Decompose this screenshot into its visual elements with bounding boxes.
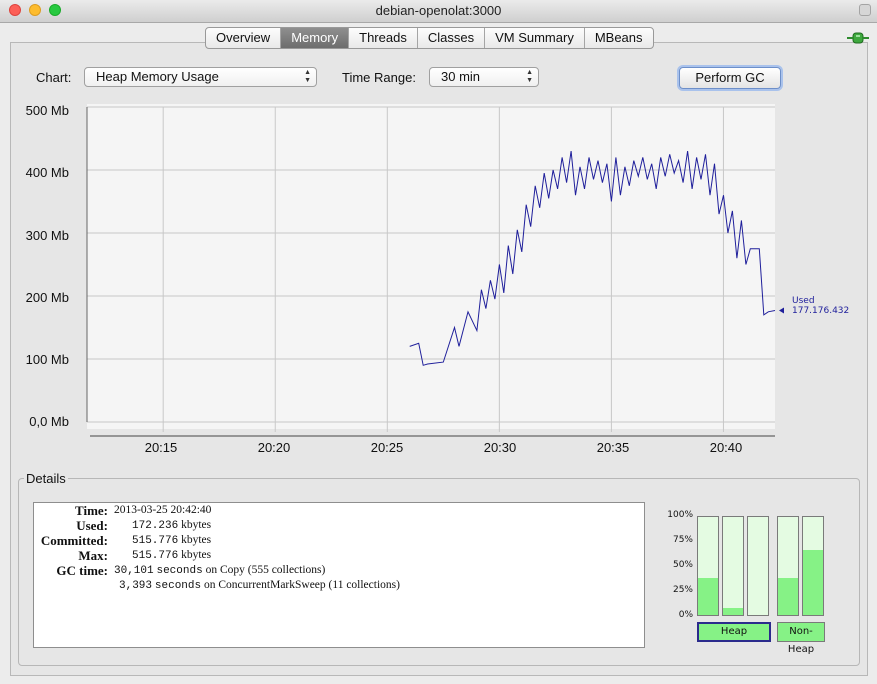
max-value: 515.776 kbytes	[132, 548, 211, 564]
y-tick-label: 300 Mb	[25, 228, 69, 243]
used-value: 172.236 kbytes	[132, 518, 211, 534]
tab-mbeans[interactable]: MBeans	[594, 30, 643, 45]
time-value: 2013-03-25 20:42:40	[114, 504, 212, 516]
tab-threads[interactable]: Threads	[349, 28, 418, 48]
pool-usage-fill	[778, 577, 798, 615]
percent-tick: 25%	[672, 585, 693, 595]
title-bar: debian-openolat:3000	[0, 0, 877, 23]
committed-unit: kbytes	[181, 534, 212, 546]
committed-label: Committed:	[40, 533, 108, 548]
nonheap-pool-bar[interactable]	[777, 516, 799, 616]
x-tick-label: 20:35	[596, 440, 630, 455]
details-group	[18, 478, 860, 666]
zoom-button[interactable]	[49, 4, 61, 16]
series-line-used	[409, 151, 776, 366]
y-tick-label: 100 Mb	[25, 352, 69, 367]
tab-classes[interactable]: Classes	[418, 28, 486, 48]
y-tick-label: 500 Mb	[25, 103, 69, 118]
heap-pool-bar[interactable]	[722, 516, 744, 616]
memory-chart	[86, 106, 784, 437]
perform-gc-button[interactable]: Perform GC	[679, 67, 781, 89]
y-tick-label: 0,0 Mb	[29, 414, 69, 429]
series-current-value: 177.176.432	[792, 306, 850, 316]
select-arrows-icon: ▲ ▼	[526, 69, 533, 84]
select-arrows-icon: ▲ ▼	[304, 69, 311, 84]
y-tick-label: 200 Mb	[25, 290, 69, 305]
tab-vm-summary[interactable]: VM Summary	[485, 28, 585, 48]
pool-usage-fill	[698, 577, 718, 615]
time-label: Time:	[75, 503, 108, 518]
x-tick-label: 20:25	[370, 440, 404, 455]
current-value-marker	[779, 307, 784, 314]
details-text-area[interactable]: Time: 2013-03-25 20:42:40 Used: 172.236 …	[33, 502, 645, 648]
tab-bar: Overview Memory Threads Classes VM Summa…	[205, 27, 654, 49]
percent-tick: 100%	[667, 510, 693, 520]
gc-cms-value: 3,393 seconds on ConcurrentMarkSweep (11…	[119, 579, 400, 592]
y-tick-label: 400 Mb	[25, 165, 69, 180]
nonheap-button[interactable]: Non-Heap	[777, 622, 825, 655]
memory-pools-panel: 100% 75% 50% 25% 0% Heap Non-Heap	[655, 508, 835, 655]
percent-tick: 50%	[672, 560, 693, 570]
heap-pool-bar[interactable]	[747, 516, 769, 616]
minimize-button[interactable]	[29, 4, 41, 16]
heap-button[interactable]: Heap	[697, 622, 771, 642]
window-title: debian-openolat:3000	[375, 3, 502, 18]
heap-pool-bar[interactable]	[697, 516, 719, 616]
pool-usage-fill	[723, 608, 743, 615]
time-range-label: Time Range:	[342, 70, 416, 85]
current-value-label: Used 177.176.432	[792, 296, 849, 316]
time-range-select[interactable]: 30 min ▲ ▼	[429, 67, 539, 87]
chart-select-value: Heap Memory Usage	[96, 69, 219, 84]
connection-plug-icon	[847, 32, 869, 44]
pool-usage-fill	[803, 550, 823, 615]
committed-number: 515.776	[132, 535, 179, 547]
committed-value: 515.776 kbytes	[132, 533, 211, 549]
percent-tick: 0%	[678, 610, 693, 620]
percent-tick: 75%	[672, 535, 693, 545]
max-unit: kbytes	[181, 549, 212, 561]
chart-select[interactable]: Heap Memory Usage ▲ ▼	[84, 67, 317, 87]
x-tick-label: 20:15	[144, 440, 178, 455]
time-range-value: 30 min	[441, 69, 481, 84]
gc-time-label: GC time:	[56, 563, 108, 578]
series-name: Used	[792, 296, 815, 306]
chart-label: Chart:	[36, 70, 72, 85]
used-unit: kbytes	[181, 519, 212, 531]
used-label: Used:	[76, 518, 108, 533]
nonheap-pool-bar[interactable]	[802, 516, 824, 616]
close-button[interactable]	[9, 4, 21, 16]
x-tick-label: 20:20	[257, 440, 291, 455]
used-number: 172.236	[132, 520, 179, 532]
gc-copy-value: 30,101 seconds on Copy (555 collections)	[114, 564, 326, 577]
details-heading: Details	[24, 471, 68, 486]
x-tick-label: 20:30	[483, 440, 517, 455]
x-tick-label: 20:40	[709, 440, 743, 455]
tab-memory[interactable]: Memory	[281, 28, 350, 48]
toolbar-toggle-button[interactable]	[859, 4, 871, 16]
tab-overview[interactable]: Overview	[206, 28, 282, 48]
max-number: 515.776	[132, 550, 179, 562]
max-label: Max:	[78, 548, 108, 563]
